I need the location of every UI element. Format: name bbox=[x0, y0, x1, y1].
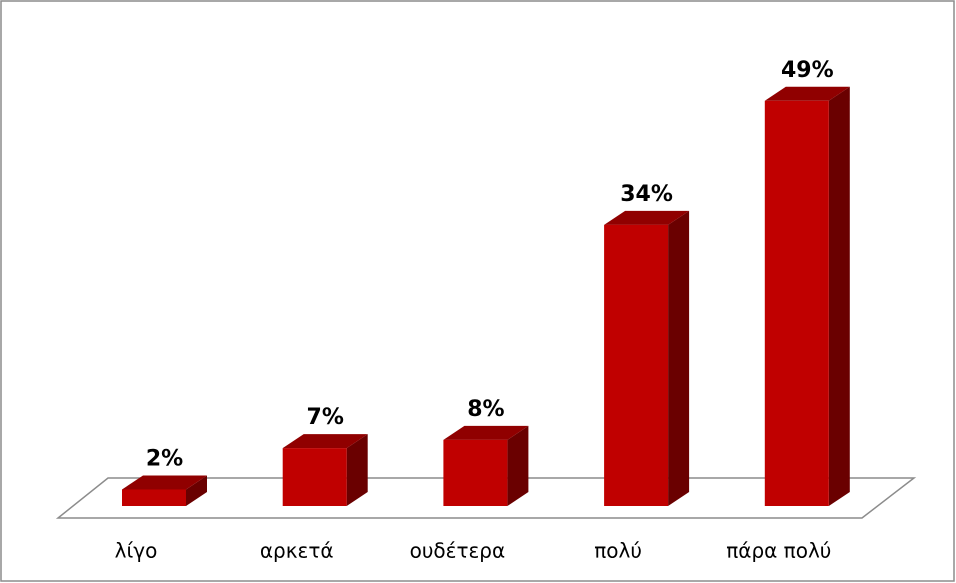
bar-top bbox=[443, 425, 529, 440]
x-tick-label: αρκετά bbox=[260, 539, 334, 563]
bar-top bbox=[604, 210, 690, 225]
bar-side bbox=[346, 434, 368, 506]
bar-side bbox=[668, 210, 690, 506]
x-tick-label: ουδέτερα bbox=[410, 539, 506, 563]
bar bbox=[764, 100, 829, 507]
bar-side bbox=[186, 475, 207, 506]
bar-top bbox=[282, 434, 368, 449]
bar bbox=[443, 439, 508, 506]
bar-side bbox=[828, 86, 850, 507]
bar bbox=[604, 224, 669, 506]
bar-top bbox=[764, 86, 850, 101]
bar-side bbox=[507, 425, 529, 506]
x-tick-label: λίγο bbox=[115, 539, 158, 563]
value-label: 7% bbox=[307, 405, 344, 430]
x-tick-label: πάρα πολύ bbox=[726, 539, 831, 563]
value-label: 8% bbox=[467, 397, 504, 422]
value-label: 34% bbox=[620, 182, 673, 207]
bar bbox=[122, 489, 186, 506]
x-tick-label: πολύ bbox=[594, 539, 642, 563]
value-label: 2% bbox=[146, 446, 183, 471]
value-label: 49% bbox=[781, 58, 834, 83]
bar-top bbox=[122, 475, 207, 490]
bar bbox=[282, 448, 347, 506]
